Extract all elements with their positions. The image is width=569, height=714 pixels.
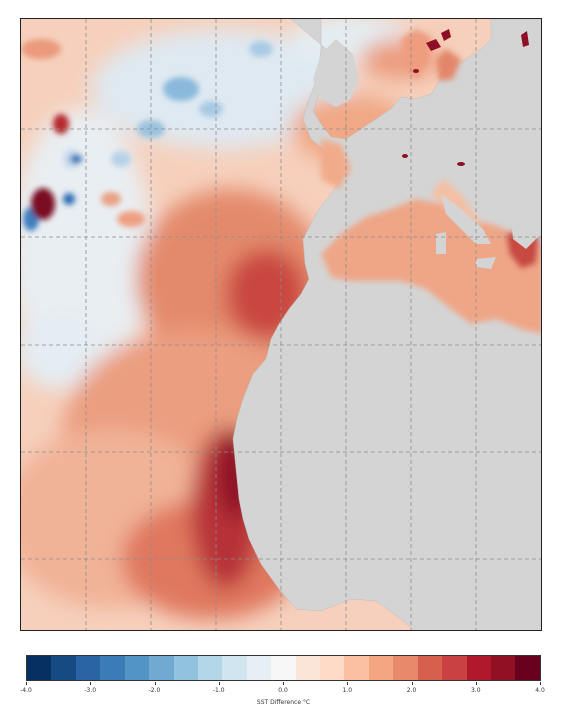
colorbar-segment xyxy=(271,656,296,680)
colorbar-segment xyxy=(100,656,125,680)
colorbar-tick-label: 2.0 xyxy=(406,687,417,694)
colorbar-segment xyxy=(368,656,394,680)
cold-eddy-gulf-stream xyxy=(63,193,75,205)
colorbar-segment xyxy=(124,656,150,680)
land xyxy=(232,19,541,630)
colorbar-segment xyxy=(27,656,52,680)
cold-eddy-north xyxy=(163,77,199,101)
colorbar-segment xyxy=(149,656,174,680)
colorbar-gradient xyxy=(26,655,541,681)
north-sea xyxy=(401,29,431,79)
colorbar-segment xyxy=(466,656,492,680)
colorbar-label: SST Difference °C xyxy=(256,699,311,706)
colorbar-tick xyxy=(90,682,92,685)
colorbar-segment xyxy=(442,656,467,680)
colorbar-tick-label: 1.0 xyxy=(342,687,353,694)
colorbar-tick-label: 0.0 xyxy=(278,687,288,694)
colorbar-segment xyxy=(51,656,76,680)
land-details xyxy=(313,39,541,269)
colorbar-tick xyxy=(540,682,541,685)
colorbar-segment xyxy=(246,656,272,680)
colorbar-tick xyxy=(218,682,220,685)
colorbar-segment xyxy=(222,656,247,680)
colorbar-tick-label: 3.0 xyxy=(470,687,481,694)
colorbar-segment xyxy=(320,656,345,680)
land-italy xyxy=(441,194,491,244)
colorbar-tick-label: -3.0 xyxy=(84,687,97,694)
land-greece xyxy=(511,214,541,249)
land-britain xyxy=(313,39,359,107)
sst-anomaly-map xyxy=(20,18,542,631)
graticule xyxy=(21,19,541,630)
land-sicily xyxy=(476,257,496,269)
colorbar-segment xyxy=(417,656,443,680)
colorbar-tick-label: -1.0 xyxy=(212,687,225,694)
bay-of-biscay-coast xyxy=(321,139,351,189)
land-sardinia xyxy=(436,232,446,254)
colorbar-segment xyxy=(197,656,223,680)
colorbar-ticks: -4.0 -3.0 -2.0 -1.0 0.0 1.0 2.0 3.0 4.0 xyxy=(20,682,545,698)
anomaly-eddies xyxy=(21,39,273,231)
colorbar-tick xyxy=(347,682,349,685)
colorbar-segment xyxy=(344,656,369,680)
land-africa-europe xyxy=(232,19,541,630)
colorbar-tick-label: 4.0 xyxy=(535,687,545,694)
colorbar xyxy=(26,655,541,681)
colorbar-segment xyxy=(295,656,321,680)
colorbar-segment xyxy=(515,656,540,680)
colorbar-tick xyxy=(411,682,413,685)
colorbar-segment xyxy=(173,656,198,680)
colorbar-segment xyxy=(491,656,516,680)
colorbar-tick-label: -2.0 xyxy=(148,687,161,694)
colorbar-tick xyxy=(154,682,156,685)
colorbar-segment xyxy=(75,656,101,680)
hot-eddy-gulf-stream xyxy=(31,188,55,220)
colorbar-tick xyxy=(26,682,27,685)
colorbar-tick-label: -4.0 xyxy=(20,687,32,694)
colorbar-segment xyxy=(393,656,418,680)
mediterranean-sea xyxy=(321,199,541,334)
inland-water-hotspots xyxy=(402,29,529,166)
inland-seas xyxy=(321,29,541,334)
cool-patch-north xyxy=(91,29,351,149)
cool-patch-west xyxy=(21,309,106,389)
colorbar-tick xyxy=(475,682,477,685)
colorbar-tick xyxy=(283,682,284,685)
